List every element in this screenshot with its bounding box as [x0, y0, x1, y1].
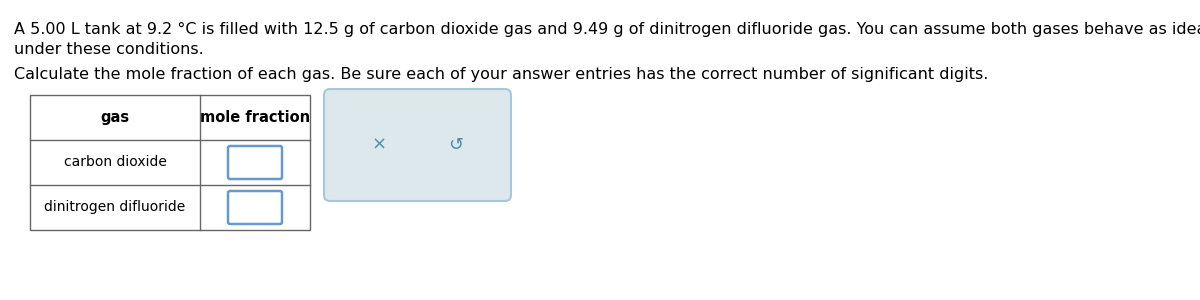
- Bar: [30, 95, 310, 230]
- Text: mole fraction: mole fraction: [200, 110, 310, 125]
- Text: Calculate the mole fraction of each gas. Be sure each of your answer entries has: Calculate the mole fraction of each gas.…: [14, 67, 989, 82]
- Text: carbon dioxide: carbon dioxide: [64, 155, 167, 170]
- Text: under these conditions.: under these conditions.: [14, 42, 204, 57]
- Text: dinitrogen difluoride: dinitrogen difluoride: [44, 200, 186, 214]
- FancyBboxPatch shape: [324, 89, 511, 201]
- Text: gas: gas: [101, 110, 130, 125]
- FancyBboxPatch shape: [228, 146, 282, 179]
- Text: A 5.00 L tank at 9.2 °C is filled with 12.5 g of carbon dioxide gas and 9.49 g o: A 5.00 L tank at 9.2 °C is filled with 1…: [14, 22, 1200, 37]
- Text: ×: ×: [372, 136, 386, 154]
- FancyBboxPatch shape: [228, 191, 282, 224]
- Text: ↺: ↺: [449, 136, 463, 154]
